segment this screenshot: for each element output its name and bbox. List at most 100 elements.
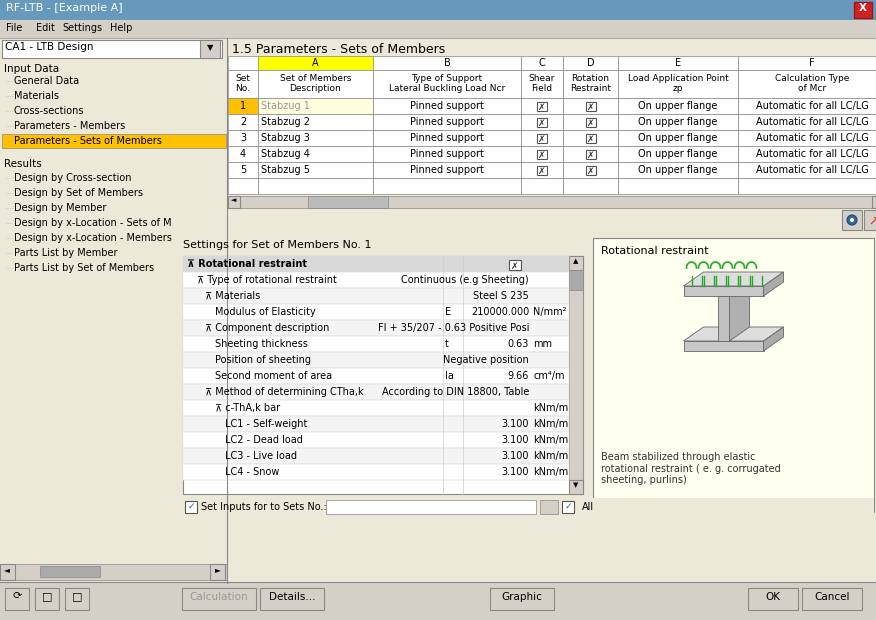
- Bar: [563, 130, 618, 146]
- Bar: [0, 564, 227, 580]
- Text: mm: mm: [533, 339, 552, 349]
- Text: Automatic for all LC/LG: Automatic for all LC/LG: [756, 149, 868, 159]
- Text: Beam stabilized through elastic
rotational restraint ( e. g. corrugated
sheeting: Beam stabilized through elastic rotation…: [601, 452, 781, 485]
- Bar: [738, 178, 876, 194]
- Bar: [738, 146, 876, 162]
- Text: Set Inputs for to Sets No.:: Set Inputs for to Sets No.:: [201, 502, 327, 512]
- Bar: [228, 146, 258, 162]
- Text: On upper flange: On upper flange: [639, 149, 717, 159]
- Text: Results: Results: [4, 159, 42, 169]
- Bar: [228, 196, 240, 208]
- Circle shape: [850, 218, 854, 222]
- Bar: [228, 196, 876, 208]
- Bar: [183, 320, 569, 336]
- Text: ✗: ✗: [587, 118, 594, 128]
- Bar: [563, 178, 618, 194]
- Text: OK: OK: [766, 592, 781, 602]
- Bar: [258, 162, 373, 178]
- Bar: [228, 56, 258, 70]
- Text: LC3 - Live load: LC3 - Live load: [225, 451, 297, 461]
- Bar: [373, 114, 521, 130]
- Text: Pinned support: Pinned support: [410, 149, 484, 159]
- Text: ✗: ✗: [538, 135, 546, 143]
- Text: 9.66: 9.66: [507, 371, 529, 381]
- Text: ►: ►: [215, 565, 221, 574]
- Bar: [563, 114, 618, 130]
- Bar: [738, 70, 876, 98]
- Bar: [228, 162, 258, 178]
- Text: ▲: ▲: [573, 258, 579, 264]
- Bar: [738, 114, 876, 130]
- Text: LC1 - Self-weight: LC1 - Self-weight: [225, 419, 307, 429]
- Bar: [537, 134, 547, 143]
- Text: ✗: ✗: [587, 135, 594, 143]
- Bar: [183, 416, 569, 432]
- Bar: [0, 38, 876, 583]
- Polygon shape: [730, 282, 750, 341]
- Bar: [258, 98, 373, 114]
- Text: Type of Support: Type of Support: [412, 74, 483, 83]
- Bar: [618, 178, 738, 194]
- Text: F: F: [809, 58, 815, 68]
- Text: ✗: ✗: [538, 102, 546, 112]
- Bar: [183, 432, 569, 448]
- Text: On upper flange: On upper flange: [639, 101, 717, 111]
- Bar: [183, 464, 569, 480]
- Text: Design by x-Location - Members: Design by x-Location - Members: [14, 233, 172, 243]
- Bar: [0, 564, 15, 580]
- Bar: [228, 98, 258, 114]
- Text: Second moment of area: Second moment of area: [215, 371, 332, 381]
- Text: of Mcr: of Mcr: [798, 84, 826, 93]
- Bar: [521, 98, 563, 114]
- Bar: [618, 70, 738, 98]
- Text: Design by Member: Design by Member: [14, 203, 106, 213]
- Text: Settings: Settings: [62, 23, 102, 33]
- Bar: [228, 178, 258, 194]
- Text: Pinned support: Pinned support: [410, 133, 484, 143]
- Polygon shape: [683, 327, 783, 341]
- Text: ✗: ✗: [538, 118, 546, 128]
- Bar: [0, 38, 227, 583]
- Text: C: C: [539, 58, 546, 68]
- Text: LC2 - Dead load: LC2 - Dead load: [225, 435, 303, 445]
- Text: ✓: ✓: [187, 502, 194, 511]
- Text: Parts List by Member: Parts List by Member: [14, 248, 117, 258]
- Text: ✗: ✗: [538, 151, 546, 159]
- Text: Position of sheeting: Position of sheeting: [215, 355, 311, 365]
- Bar: [183, 448, 569, 464]
- Bar: [2, 40, 222, 58]
- Text: Parameters - Members: Parameters - Members: [14, 121, 125, 131]
- Bar: [563, 162, 618, 178]
- Bar: [258, 56, 373, 70]
- Bar: [183, 384, 569, 400]
- Text: ◄: ◄: [4, 565, 10, 574]
- Bar: [258, 130, 373, 146]
- Text: t: t: [445, 339, 449, 349]
- Text: Automatic for all LC/LG: Automatic for all LC/LG: [756, 117, 868, 127]
- Text: kNm/m: kNm/m: [533, 419, 569, 429]
- Polygon shape: [683, 272, 783, 286]
- Bar: [569, 256, 583, 494]
- Bar: [717, 296, 730, 341]
- Text: Calculation: Calculation: [190, 592, 248, 602]
- Text: Stabzug 3: Stabzug 3: [261, 133, 310, 143]
- Text: 1.5 Parameters - Sets of Members: 1.5 Parameters - Sets of Members: [232, 43, 445, 56]
- Bar: [585, 102, 596, 111]
- Text: ▼: ▼: [573, 482, 579, 488]
- Text: Description: Description: [290, 84, 342, 93]
- Bar: [40, 566, 100, 577]
- Bar: [373, 146, 521, 162]
- Text: Load Application Point: Load Application Point: [627, 74, 728, 83]
- Bar: [618, 146, 738, 162]
- Text: D: D: [587, 58, 594, 68]
- Text: All: All: [582, 502, 594, 512]
- Bar: [373, 98, 521, 114]
- Text: ↗: ↗: [869, 215, 876, 228]
- Text: ⊼ Materials: ⊼ Materials: [205, 291, 260, 301]
- Bar: [738, 130, 876, 146]
- Bar: [183, 498, 874, 516]
- Text: □: □: [72, 591, 82, 601]
- Text: ▼: ▼: [207, 43, 213, 52]
- Bar: [35, 588, 59, 610]
- Bar: [308, 196, 388, 208]
